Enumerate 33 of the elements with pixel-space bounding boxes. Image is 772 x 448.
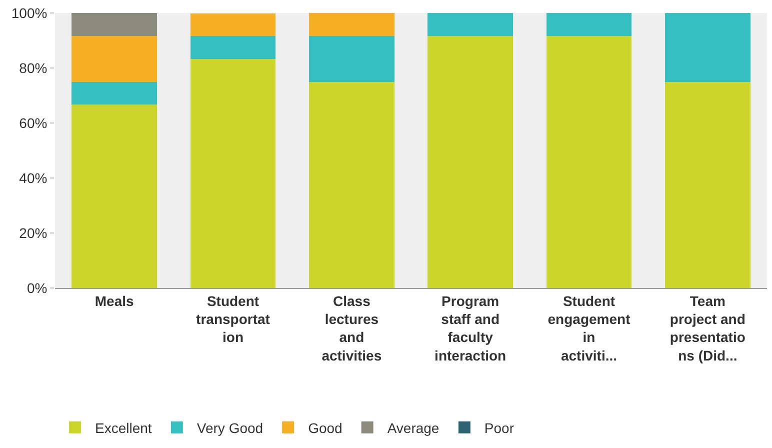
y-tick-label: 40% — [19, 170, 48, 186]
bar — [190, 13, 276, 36]
bar — [190, 58, 276, 288]
bar — [308, 13, 394, 36]
legend-label: Excellent — [95, 420, 152, 436]
bar — [428, 36, 514, 288]
legend-label: Average — [387, 420, 440, 436]
y-tick-label: 60% — [19, 114, 48, 131]
bar — [190, 36, 276, 59]
x-tick-label: Student transportat ion — [196, 292, 270, 346]
x-tick-label: Program staff and faculty interaction — [434, 292, 506, 364]
bar — [72, 82, 158, 105]
bar — [308, 82, 394, 288]
bar — [546, 13, 632, 36]
x-tick-label: Class lectures and activities — [322, 292, 382, 364]
bar — [72, 104, 158, 288]
bar — [428, 13, 514, 36]
bar — [72, 13, 158, 36]
bar — [308, 36, 394, 82]
x-tick-label: Team project and presentatio ns (Did... — [670, 292, 746, 364]
bar — [664, 13, 750, 82]
y-tick-label: 80% — [19, 60, 48, 76]
legend-label: Poor — [484, 420, 514, 436]
bar — [546, 36, 632, 288]
bar — [72, 36, 158, 82]
x-tick-label: Meals — [94, 292, 134, 309]
y-tick-label: 20% — [19, 224, 48, 241]
legend-label: Very Good — [196, 420, 264, 436]
y-tick-label: 100% — [11, 4, 48, 21]
bar — [664, 82, 750, 288]
legend-label: Good — [308, 420, 342, 436]
x-tick-label: Student engagement in activiti... — [548, 292, 631, 364]
y-tick-label: 0% — [26, 280, 48, 296]
